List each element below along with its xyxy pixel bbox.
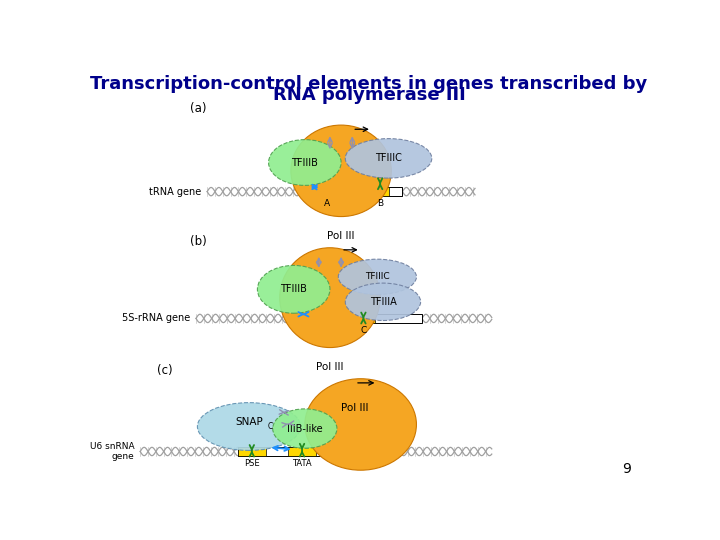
Text: A: A xyxy=(324,199,330,208)
Text: (b): (b) xyxy=(190,235,207,248)
FancyBboxPatch shape xyxy=(372,187,389,196)
Ellipse shape xyxy=(269,140,341,185)
Text: IIIB-like: IIIB-like xyxy=(287,423,323,434)
Text: PSE: PSE xyxy=(244,459,260,468)
Text: (c): (c) xyxy=(157,364,173,377)
Text: RNA polymerase III: RNA polymerase III xyxy=(273,85,465,104)
Text: TFIIIC: TFIIIC xyxy=(375,153,402,164)
Text: 9: 9 xyxy=(622,462,631,476)
Text: TFIIIB: TFIIIB xyxy=(280,285,307,294)
Text: TFIIIB: TFIIIB xyxy=(292,158,318,167)
Ellipse shape xyxy=(273,409,337,448)
Text: TFIIIA: TFIIIA xyxy=(369,297,396,307)
Ellipse shape xyxy=(346,283,420,321)
Text: B: B xyxy=(377,199,383,208)
Text: C: C xyxy=(360,326,366,335)
FancyBboxPatch shape xyxy=(288,447,316,456)
Text: Pol III: Pol III xyxy=(341,403,369,413)
Ellipse shape xyxy=(258,266,330,313)
FancyBboxPatch shape xyxy=(319,187,336,196)
FancyBboxPatch shape xyxy=(238,447,400,456)
Ellipse shape xyxy=(338,259,416,294)
Text: 5S-rRNA gene: 5S-rRNA gene xyxy=(122,313,190,323)
Text: U6 snRNA
gene: U6 snRNA gene xyxy=(90,442,135,461)
FancyBboxPatch shape xyxy=(305,314,422,322)
Text: Transcription-control elements in genes transcribed by: Transcription-control elements in genes … xyxy=(91,75,647,93)
Text: tRNA gene: tRNA gene xyxy=(149,187,202,197)
FancyBboxPatch shape xyxy=(352,314,374,322)
Ellipse shape xyxy=(291,125,392,217)
FancyBboxPatch shape xyxy=(310,187,402,196)
Ellipse shape xyxy=(197,403,301,450)
Ellipse shape xyxy=(280,248,380,348)
Text: TATA: TATA xyxy=(292,459,312,468)
Text: Pol III: Pol III xyxy=(316,362,343,372)
Text: Pol III: Pol III xyxy=(328,231,355,241)
FancyBboxPatch shape xyxy=(238,447,266,456)
Text: TFIIIC: TFIIIC xyxy=(365,272,390,281)
Ellipse shape xyxy=(346,139,432,178)
Ellipse shape xyxy=(305,379,416,470)
Text: C: C xyxy=(268,422,273,431)
Text: (a): (a) xyxy=(190,102,207,115)
Text: SNAP: SNAP xyxy=(235,417,263,427)
